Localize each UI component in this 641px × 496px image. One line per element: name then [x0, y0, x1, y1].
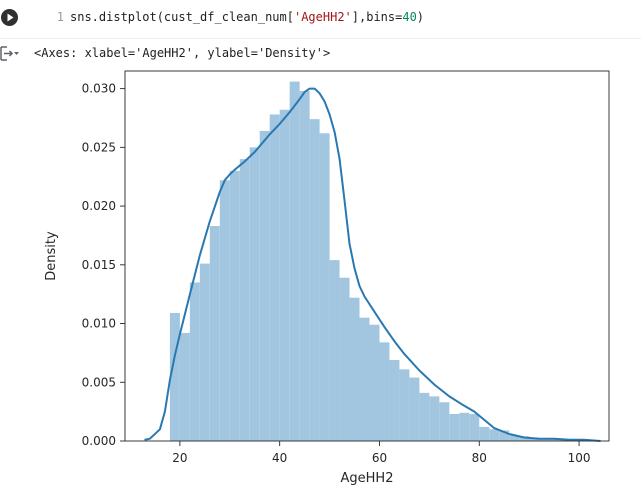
code-text: sns.distplot(cust_df_clean_num[	[70, 10, 294, 24]
histogram-bar	[299, 90, 310, 441]
histogram-bar	[469, 413, 480, 441]
kde-curve	[144, 87, 601, 442]
histogram-bar	[229, 170, 240, 442]
histogram-bar	[519, 436, 530, 441]
y-tick-label: 0.015	[82, 258, 116, 272]
histogram-bar	[269, 114, 280, 441]
code-string: 'AgeHH2'	[293, 10, 352, 24]
y-tick-label: 0.020	[82, 199, 116, 213]
histogram-bar	[259, 130, 270, 441]
histogram-bar	[349, 297, 360, 441]
code-cell[interactable]: 1 sns.distplot(cust_df_clean_num['AgeHH2…	[0, 0, 641, 38]
histogram-bar	[359, 317, 370, 441]
histogram-bar	[549, 438, 560, 441]
run-cell-button[interactable]	[1, 9, 18, 26]
axes-frame	[124, 70, 610, 442]
output-collapse-icon[interactable]	[0, 44, 22, 64]
histogram-bar	[279, 109, 290, 441]
histogram-bar	[189, 282, 200, 441]
histogram-bar	[429, 396, 440, 441]
histogram-bar	[329, 260, 340, 441]
histogram-bar	[289, 81, 300, 442]
histogram-bar	[399, 369, 410, 441]
histogram-bar	[249, 147, 260, 441]
y-axis-ticks: 0.000 0.005 0.010 0.015 0.020 0.025 0.030	[82, 82, 125, 448]
y-axis-label: Density	[44, 231, 59, 281]
y-tick-label: 0.000	[82, 434, 116, 448]
histogram-bar	[479, 426, 490, 441]
histogram-bar	[239, 159, 250, 441]
y-tick-label: 0.030	[82, 82, 116, 96]
histogram-bar	[319, 133, 330, 441]
histogram-bar	[169, 312, 180, 441]
histogram-bar	[209, 226, 220, 441]
histogram-bar	[499, 430, 510, 441]
histogram-bar	[339, 277, 350, 441]
histogram-bar	[459, 412, 470, 441]
histogram-bar	[509, 435, 520, 441]
play-circle-icon	[7, 13, 14, 22]
histogram-bar	[539, 438, 550, 441]
histogram-bar	[439, 402, 450, 441]
histogram-bar	[309, 119, 320, 442]
y-tick-label: 0.025	[82, 140, 116, 154]
output-repr-text: <Axes: xlabel='AgeHH2', ylabel='Density'…	[34, 46, 331, 60]
y-tick-label: 0.010	[82, 317, 116, 331]
x-tick-label: 80	[472, 451, 487, 465]
line-number: 1	[56, 10, 64, 24]
histogram-bar	[409, 377, 420, 441]
histogram-bar	[219, 180, 230, 441]
y-tick-label: 0.005	[82, 375, 116, 389]
histogram-bar	[179, 332, 190, 441]
x-tick-label: 40	[272, 451, 287, 465]
code-text: )	[416, 10, 425, 24]
code-editor-line[interactable]: sns.distplot(cust_df_clean_num['AgeHH2']…	[70, 10, 424, 24]
x-tick-label: 20	[172, 451, 187, 465]
code-number: 40	[402, 10, 417, 24]
code-text: ],bins=	[351, 10, 403, 24]
histogram-bar	[369, 324, 380, 441]
cell-divider	[0, 38, 641, 39]
histogram-bar	[419, 392, 430, 441]
histogram-bar	[379, 342, 390, 441]
x-axis-label: AgeHH2	[341, 471, 394, 486]
x-axis-ticks: 20 40 60 80 100	[172, 441, 591, 465]
x-tick-label: 100	[568, 451, 591, 465]
histogram-bar	[389, 359, 400, 441]
histogram-bars	[169, 81, 570, 442]
histogram-bar	[489, 429, 500, 441]
histogram-bar	[449, 413, 460, 441]
histogram-bar	[199, 263, 210, 441]
x-tick-label: 60	[372, 451, 387, 465]
